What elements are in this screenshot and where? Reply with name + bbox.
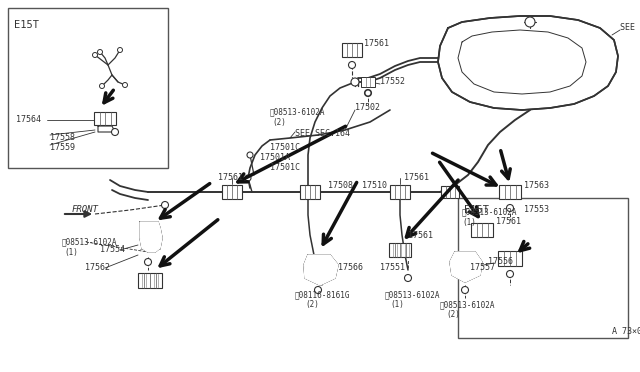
Text: 17563: 17563 <box>524 180 549 189</box>
Polygon shape <box>438 16 618 110</box>
Bar <box>498 250 522 266</box>
Bar <box>471 223 493 237</box>
Circle shape <box>118 48 122 52</box>
Bar <box>441 186 459 198</box>
Text: SEE SEC.164: SEE SEC.164 <box>620 23 640 32</box>
Text: Ⓑ08116-8161G: Ⓑ08116-8161G <box>295 291 351 299</box>
Text: 17501C: 17501C <box>270 164 300 173</box>
Text: SEE SEC.164: SEE SEC.164 <box>295 129 350 138</box>
Bar <box>390 185 410 199</box>
Circle shape <box>525 17 535 27</box>
Circle shape <box>93 52 97 58</box>
Text: 17561: 17561 <box>218 173 243 183</box>
Text: 17501A: 17501A <box>260 154 290 163</box>
Text: E15T: E15T <box>14 20 39 30</box>
Bar <box>8 8 168 168</box>
Circle shape <box>122 83 127 87</box>
Bar <box>458 198 628 338</box>
Text: 17553: 17553 <box>524 205 549 215</box>
Circle shape <box>461 286 468 294</box>
Text: 17559: 17559 <box>50 144 75 153</box>
Circle shape <box>351 78 359 86</box>
Text: (2): (2) <box>305 301 319 310</box>
Text: 17557: 17557 <box>470 263 495 273</box>
Text: 17564: 17564 <box>16 115 41 125</box>
Circle shape <box>245 175 251 181</box>
Circle shape <box>314 286 321 294</box>
Text: 17561: 17561 <box>408 231 433 241</box>
Text: Ⓢ08513-6102A: Ⓢ08513-6102A <box>62 237 118 247</box>
Text: FRONT: FRONT <box>72 205 99 215</box>
Circle shape <box>99 83 104 89</box>
Bar <box>222 185 242 199</box>
Text: E15T: E15T <box>464 205 489 215</box>
Text: 17551: 17551 <box>380 263 405 273</box>
Polygon shape <box>450 252 482 282</box>
Text: 17561: 17561 <box>364 39 389 48</box>
Bar <box>94 112 116 125</box>
Text: (1): (1) <box>462 218 476 227</box>
Text: 17501C: 17501C <box>270 144 300 153</box>
Bar <box>389 243 411 257</box>
Text: A 73×00 P: A 73×00 P <box>612 327 640 337</box>
Text: 17508: 17508 <box>328 180 353 189</box>
Circle shape <box>97 49 102 55</box>
Text: Ⓢ08513-6102A: Ⓢ08513-6102A <box>440 301 495 310</box>
Text: Ⓢ08513-6102A: Ⓢ08513-6102A <box>270 108 326 116</box>
Polygon shape <box>304 255 338 285</box>
Circle shape <box>145 259 152 266</box>
Circle shape <box>349 61 355 68</box>
Bar <box>361 77 375 87</box>
Text: 17562: 17562 <box>85 263 110 273</box>
Polygon shape <box>140 222 162 252</box>
Circle shape <box>506 205 513 212</box>
Text: (2): (2) <box>272 118 286 126</box>
Circle shape <box>111 128 118 135</box>
Text: 17566: 17566 <box>338 263 363 273</box>
Text: 17552: 17552 <box>380 77 405 87</box>
Text: (1): (1) <box>390 301 404 310</box>
Bar <box>342 43 362 57</box>
Bar <box>138 273 162 288</box>
Bar <box>499 185 521 199</box>
Circle shape <box>404 275 412 282</box>
Text: 17561: 17561 <box>404 173 429 183</box>
Text: 17556: 17556 <box>488 257 513 266</box>
Circle shape <box>161 202 168 208</box>
Bar <box>300 185 320 199</box>
Text: 17561: 17561 <box>496 218 521 227</box>
Circle shape <box>506 270 513 278</box>
Text: 17502: 17502 <box>355 103 380 112</box>
Text: 17558: 17558 <box>50 134 75 142</box>
Text: (1): (1) <box>64 247 78 257</box>
Text: Ⓢ08513-6102A: Ⓢ08513-6102A <box>385 291 440 299</box>
Circle shape <box>365 90 371 96</box>
Text: 17554: 17554 <box>100 246 125 254</box>
Text: Ⓢ08513-6102A: Ⓢ08513-6102A <box>462 208 518 217</box>
Text: 17510: 17510 <box>362 180 387 189</box>
Circle shape <box>247 152 253 158</box>
Circle shape <box>365 90 371 96</box>
Text: (2): (2) <box>446 311 460 320</box>
